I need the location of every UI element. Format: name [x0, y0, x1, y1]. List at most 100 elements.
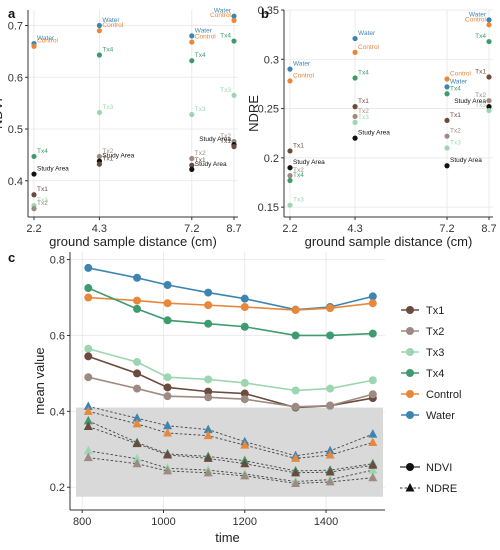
point-label-control: Control [465, 16, 487, 23]
point-label-tx2: Tx2 [293, 167, 304, 174]
y-axis-title: mean value [32, 347, 47, 414]
point-label-tx1: Tx1 [358, 98, 369, 105]
panel-letter: a [8, 6, 16, 21]
ndvi-marker-tx2 [291, 402, 300, 411]
ndre-marker-control [325, 449, 335, 459]
point-study-area [189, 166, 195, 172]
legend-label-ndvi: NDVI [426, 462, 452, 474]
point-label-tx4: Tx4 [220, 33, 231, 40]
ndvi-marker-tx2 [163, 392, 172, 401]
ndre-line-water [88, 405, 373, 457]
point-control [96, 28, 102, 34]
ndvi-marker-control [133, 296, 142, 305]
ndre-marker-control [163, 427, 173, 437]
ndvi-marker-tx1 [163, 383, 172, 392]
point-tx2 [96, 153, 102, 160]
ndre-marker-tx2 [203, 467, 213, 477]
legend-label-tx2: Tx2 [426, 326, 444, 338]
point-label-tx2: Tx2 [102, 148, 113, 155]
ndre-marker-water [163, 420, 173, 430]
x-tick-label: 4.3 [347, 223, 362, 235]
point-control [231, 17, 237, 23]
ndre-marker-control [291, 453, 301, 462]
x-axis-title: ground sample distance (cm) [49, 234, 217, 249]
x-tick-label: 1000 [151, 516, 175, 528]
point-tx1 [352, 104, 358, 110]
ndvi-marker-tx3 [240, 378, 249, 387]
ndvi-line-tx2 [88, 376, 374, 408]
ndvi-marker-tx2 [326, 401, 335, 410]
ndre-line-tx3 [88, 450, 373, 482]
point-label-control: Control [358, 44, 380, 51]
ndvi-marker-water [368, 292, 377, 301]
ndre-marker-tx1 [240, 458, 250, 468]
point-label-water: Water [195, 27, 213, 34]
point-tx2 [444, 133, 450, 139]
point-label-control: Control [37, 38, 59, 45]
point-tx1 [287, 148, 293, 154]
y-tick-label: 0.25 [258, 104, 279, 116]
ndre-highlight-band [76, 407, 383, 497]
point-study-area [352, 135, 358, 141]
ndre-marker-tx1 [291, 467, 301, 477]
point-label-control: Control [210, 12, 232, 19]
x-tick-label: 8.7 [226, 223, 241, 235]
point-label-study-area: Study Area [358, 130, 390, 137]
ndre-marker-tx2 [163, 465, 173, 475]
ndvi-marker-water [204, 288, 213, 297]
point-label-tx1: Tx1 [195, 157, 206, 164]
legend-label-tx4: Tx4 [426, 368, 444, 380]
y-tick-label: 0.3 [264, 54, 279, 66]
ndre-marker-control [203, 430, 213, 440]
point-control [352, 49, 358, 55]
ndvi-marker-tx3 [368, 376, 377, 385]
x-tick-label: 4.3 [92, 223, 107, 235]
point-label-study-area: Study Area [37, 166, 69, 173]
x-tick-label: 800 [73, 516, 91, 528]
ndvi-marker-tx4 [204, 319, 213, 328]
ndvi-marker-tx2 [204, 393, 213, 402]
point-tx3 [96, 109, 102, 116]
point-tx3 [231, 92, 237, 98]
ndre-marker-tx3 [83, 445, 93, 455]
point-water [96, 22, 102, 29]
point-label-control: Control [102, 22, 124, 29]
point-tx2 [31, 206, 37, 212]
ndvi-marker-tx3 [204, 375, 213, 384]
panel-a-ndvi-scatter: 0.4 0.5 0.6 0.7 2.2 4.3 7.2 8.7 ground sample di… [0, 6, 242, 249]
ndvi-marker-tx4 [163, 316, 172, 325]
point-label-tx2: Tx2 [450, 128, 461, 135]
ndvi-marker-tx3 [291, 386, 300, 395]
point-label-water: Water [293, 61, 311, 68]
ndvi-marker-tx4 [291, 331, 300, 340]
ndvi-marker-water [163, 281, 172, 290]
point-label-tx1: Tx1 [450, 112, 461, 119]
point-study-area [31, 171, 37, 177]
x-tick-label: 8.7 [481, 223, 496, 235]
point-label-tx4: Tx4 [475, 33, 486, 40]
ndvi-marker-water [133, 273, 142, 282]
ndvi-marker-tx2 [240, 395, 249, 404]
point-tx4 [231, 38, 237, 44]
legend-marker-water [406, 411, 414, 419]
point-label-water: Water [358, 30, 376, 37]
point-tx1 [96, 161, 102, 167]
point-label-tx1: Tx1 [102, 156, 113, 163]
ndvi-marker-tx2 [133, 384, 142, 393]
point-label-water: Water [214, 8, 232, 15]
point-label-tx3: Tx3 [358, 114, 369, 121]
point-tx4 [287, 177, 293, 184]
ndvi-marker-control [326, 304, 335, 313]
point-tx1 [231, 144, 237, 150]
point-tx2 [352, 113, 358, 120]
y-axis-title: NDRE [246, 95, 261, 132]
point-label-tx1: Tx1 [220, 138, 231, 145]
point-label-tx4: Tx4 [37, 148, 48, 155]
legend-marker-tx4 [406, 369, 414, 377]
ndre-marker-tx1 [163, 449, 173, 459]
ndre-marker-tx3 [132, 453, 142, 463]
legend-label-control: Control [426, 389, 461, 401]
point-water [231, 13, 237, 19]
x-axis-title: time [215, 530, 240, 545]
